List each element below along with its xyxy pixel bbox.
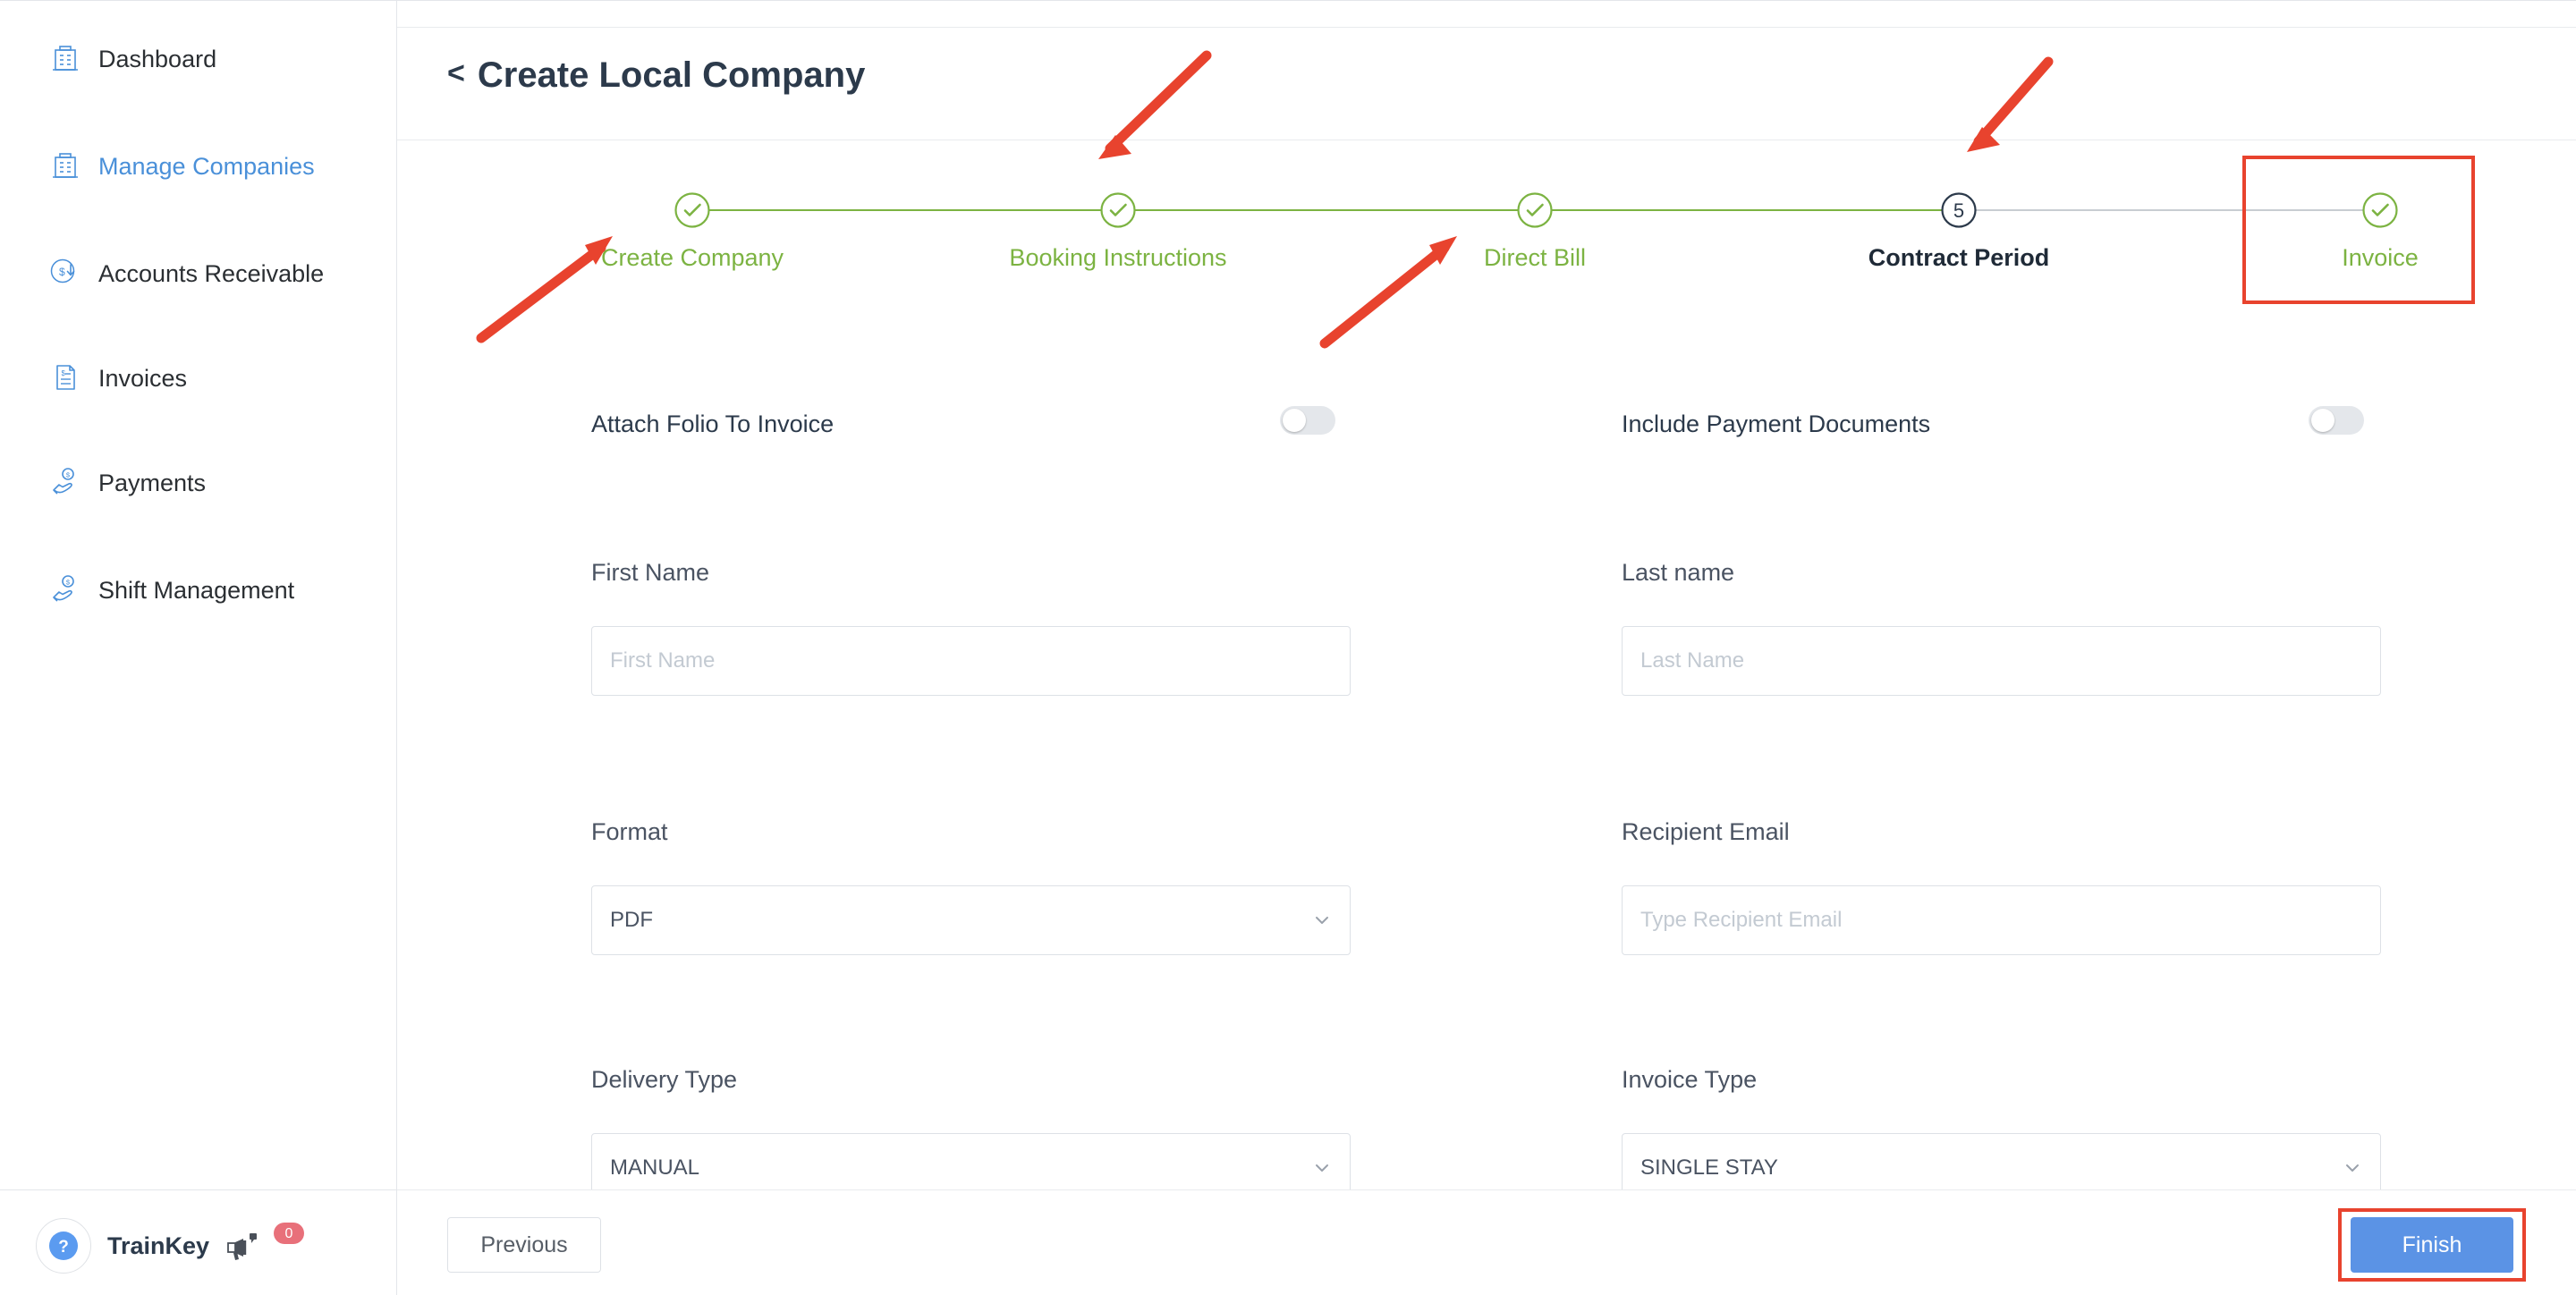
svg-text:$: $ (62, 369, 66, 377)
svg-text:$: $ (59, 266, 65, 278)
svg-text:?: ? (58, 1238, 69, 1257)
svg-text:0: 0 (285, 1226, 293, 1241)
svg-text:5: 5 (1953, 199, 1964, 222)
